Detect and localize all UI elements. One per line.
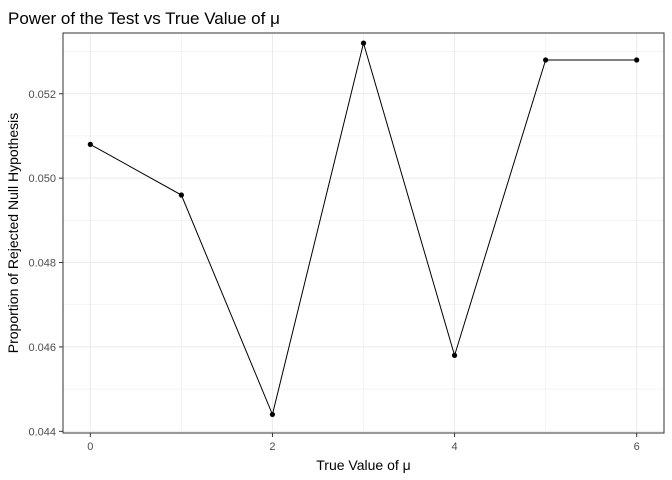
data-point [269,411,276,418]
series-points-group [87,40,640,418]
x-axis: 0 2 4 6 [87,433,640,453]
y-tick-label: 0.052 [28,89,56,101]
y-axis-title: Proportion of Rejected Null Hypothesis [5,113,21,353]
y-tick-label: 0.046 [28,342,56,354]
chart-title: Power of the Test vs True Value of μ [8,9,280,28]
panel-border [62,32,665,434]
data-point [451,352,458,358]
x-tick-label: 4 [451,441,457,453]
minor-gridlines [63,33,664,433]
x-tick-label: 2 [269,441,275,453]
x-axis-title: True Value of μ [316,457,410,473]
y-axis: 0.044 0.046 0.048 0.050 0.052 [28,89,63,438]
data-point [543,57,549,63]
data-point [634,57,640,63]
major-gridlines [63,33,664,433]
y-tick-label: 0.044 [28,426,56,438]
y-tick-label: 0.048 [28,258,56,270]
data-point [87,141,93,147]
y-tick-label: 0.050 [28,173,56,185]
data-point [178,192,184,198]
x-tick-label: 6 [634,441,640,453]
data-point [360,40,367,46]
x-tick-label: 0 [87,441,93,453]
